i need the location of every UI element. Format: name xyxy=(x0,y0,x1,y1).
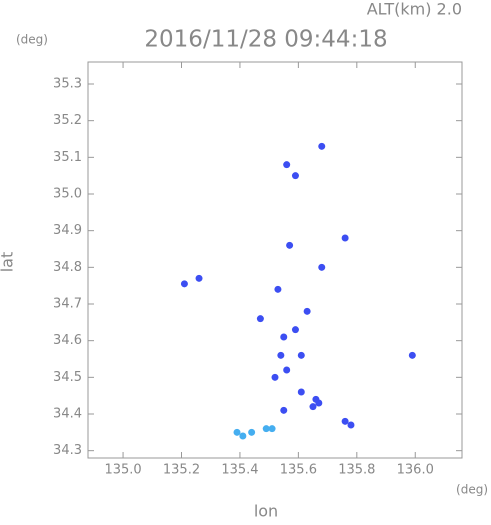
y-axis-label: lat xyxy=(0,252,17,273)
echo-cell xyxy=(262,425,270,433)
echo-cell xyxy=(347,421,355,429)
echo-cell xyxy=(291,326,299,334)
echo-cell xyxy=(341,417,349,425)
y-tick-label: 34.9 xyxy=(53,223,82,238)
echo-cell xyxy=(318,142,326,150)
echo-cell xyxy=(256,315,264,323)
echo-cell xyxy=(286,241,294,249)
echo-cell xyxy=(341,234,349,242)
chart-title: 2016/11/28 09:44:18 xyxy=(144,27,387,53)
x-tick-label: 135.8 xyxy=(338,463,375,478)
echo-cell xyxy=(233,428,241,436)
echo-cell xyxy=(283,366,291,374)
echo-cell xyxy=(291,172,299,180)
x-unit: (deg) xyxy=(456,483,488,497)
y-tick-label: 35.1 xyxy=(53,150,82,165)
altitude-label: ALT(km) 2.0 xyxy=(367,0,462,19)
echo-cell xyxy=(303,307,311,315)
echo-cell xyxy=(318,263,326,271)
echo-cell xyxy=(280,406,288,414)
echo-cell xyxy=(180,280,188,288)
echo-cell xyxy=(277,351,285,359)
echo-cell xyxy=(283,161,291,169)
echo-cell xyxy=(248,428,256,436)
y-tick-label: 34.7 xyxy=(53,297,82,312)
echo-cell xyxy=(239,432,247,440)
y-tick-label: 34.5 xyxy=(53,370,82,385)
y-tick-label: 34.3 xyxy=(53,443,82,458)
echo-cell xyxy=(271,373,279,381)
echo-cell xyxy=(315,399,323,407)
x-tick-label: 136.0 xyxy=(397,463,434,478)
echo-cell xyxy=(268,425,276,433)
x-axis-label: lon xyxy=(254,502,278,521)
echo-cell xyxy=(195,274,203,282)
x-tick-label: 135.0 xyxy=(104,463,141,478)
x-tick-label: 135.6 xyxy=(280,463,317,478)
y-unit: (deg) xyxy=(16,33,48,47)
y-tick-label: 35.3 xyxy=(53,77,82,92)
echo-cell xyxy=(408,351,416,359)
y-tick-label: 34.8 xyxy=(53,260,82,275)
y-tick-label: 35.0 xyxy=(53,187,82,202)
y-tick-label: 34.6 xyxy=(53,333,82,348)
echo-cell xyxy=(309,403,317,411)
plot-frame xyxy=(87,61,463,459)
echo-cell xyxy=(297,388,305,396)
echo-cell xyxy=(274,285,282,293)
x-tick-label: 135.4 xyxy=(221,463,258,478)
echo-cell xyxy=(297,351,305,359)
y-tick-label: 34.4 xyxy=(53,407,82,422)
echo-cell xyxy=(280,333,288,341)
x-tick-label: 135.2 xyxy=(163,463,200,478)
y-tick-label: 35.2 xyxy=(53,113,82,128)
